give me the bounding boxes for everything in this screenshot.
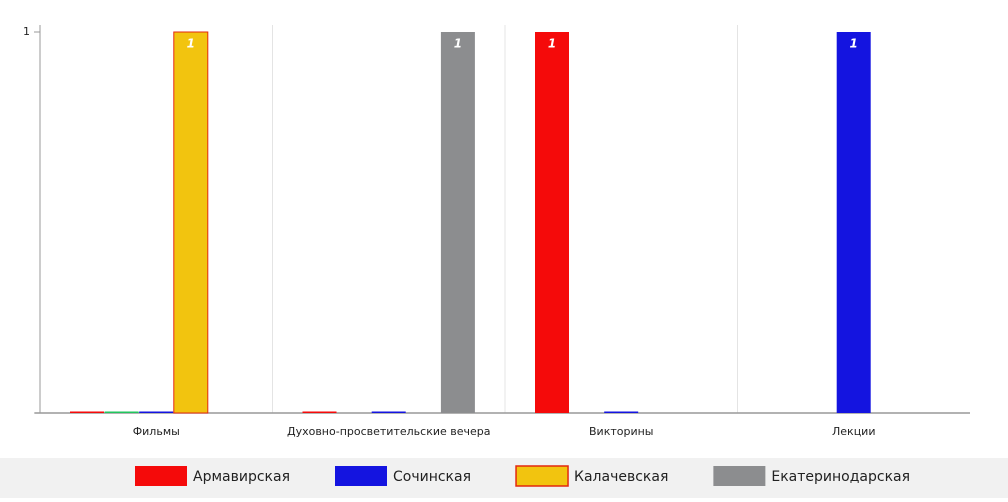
legend-swatch [713, 466, 766, 486]
legend-label: Екатеринодарская [771, 469, 910, 485]
bar [70, 411, 104, 413]
legend-label: Калачевская [574, 469, 668, 485]
legend-swatch [135, 466, 187, 486]
y-tick-label: 1 [23, 25, 30, 38]
bar [302, 411, 337, 413]
data-label: 1 [548, 37, 556, 51]
legend-swatch [335, 466, 387, 486]
data-label: 1 [850, 37, 858, 51]
bar [173, 31, 209, 414]
bar [371, 411, 406, 413]
bar [440, 32, 475, 413]
data-label: 1 [187, 37, 195, 51]
legend-label: Армавирская [193, 469, 290, 485]
bar [104, 411, 139, 413]
bar [836, 32, 871, 413]
bar [139, 411, 174, 413]
x-tick-label: Лекции [832, 425, 875, 438]
data-label: 1 [454, 37, 462, 51]
legend-swatch [515, 465, 569, 487]
legend-label: Сочинская [393, 469, 471, 485]
bar [535, 32, 569, 413]
bar [604, 411, 639, 413]
x-tick-label: Духовно-просветительские вечера [287, 425, 491, 438]
x-tick-label: Фильмы [133, 425, 180, 438]
x-tick-label: Викторины [589, 425, 654, 438]
